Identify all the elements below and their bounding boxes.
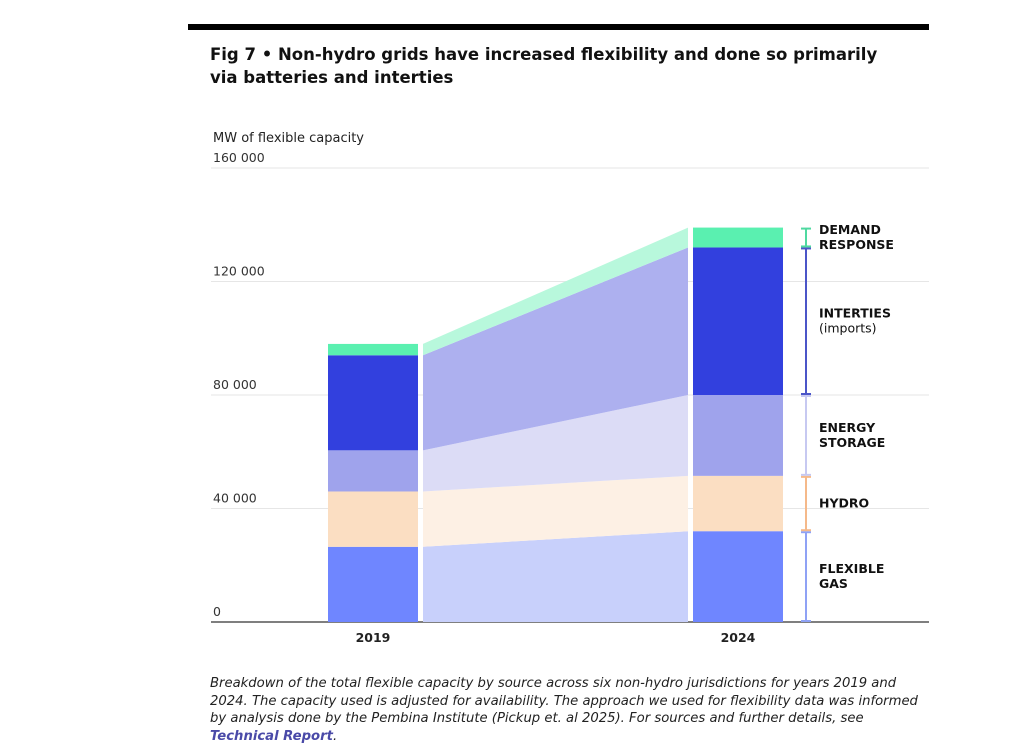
legend-label: HYDRO — [819, 496, 869, 511]
bar-2024-interties — [693, 247, 783, 395]
legend-label: ENERGY — [819, 420, 876, 435]
technical-report-link[interactable]: Technical Report — [210, 728, 333, 744]
x-category-label: 2024 — [721, 630, 756, 645]
y-tick-label: 120 000 — [213, 264, 265, 279]
band-interties — [423, 247, 688, 451]
y-axis-label: MW of flexible capacity — [213, 131, 364, 146]
y-tick-label: 80 000 — [213, 377, 257, 392]
bar-2019-flexible-gas — [328, 546, 418, 622]
legend-label: DEMAND — [819, 222, 881, 237]
bar-2019-interties — [328, 355, 418, 451]
bar-2024-hydro — [693, 475, 783, 532]
bar-2019-hydro — [328, 491, 418, 547]
x-category-labels: 2019 2024 — [356, 630, 756, 645]
bar-2024-flexible-gas — [693, 531, 783, 622]
top-rule — [188, 24, 929, 30]
legend-item-hydro: HYDRO — [801, 475, 869, 532]
legend-sublabel: (imports) — [819, 321, 877, 336]
legend-item-interties: INTERTIES(imports) — [801, 247, 891, 395]
bar-2019-demand-response — [328, 343, 418, 356]
y-tick-label: 0 — [213, 604, 221, 619]
connector-bands — [423, 227, 688, 622]
band-demand-response — [423, 227, 688, 356]
caption-text: Breakdown of the total flexible capacity… — [210, 676, 918, 726]
bar-2024-demand-response — [693, 227, 783, 248]
y-tick-labels: 0 40 000 80 000 120 000 160 000 — [213, 150, 265, 619]
band-hydro — [423, 475, 688, 547]
bar-2024-energy-storage — [693, 395, 783, 476]
legend-label: GAS — [819, 576, 848, 591]
stacked-bars — [328, 227, 783, 622]
legend-label: STORAGE — [819, 435, 885, 450]
figure-caption: Breakdown of the total flexible capacity… — [210, 675, 930, 745]
caption-end: . — [332, 728, 338, 744]
bar-2019-energy-storage — [328, 450, 418, 492]
legend-label: RESPONSE — [819, 237, 894, 252]
legend-label: INTERTIES — [819, 306, 891, 321]
y-tick-label: 160 000 — [213, 150, 265, 165]
y-tick-label: 40 000 — [213, 491, 257, 506]
legend-label: FLEXIBLE — [819, 561, 884, 576]
figure-title: Fig 7 • Non-hydro grids have increased f… — [210, 45, 878, 87]
band-flexible-gas — [423, 531, 688, 622]
band-energy-storage — [423, 395, 688, 492]
bracket-legend: FLEXIBLEGASHYDROENERGYSTORAGEINTERTIES(i… — [801, 222, 894, 622]
x-category-label: 2019 — [356, 630, 391, 645]
